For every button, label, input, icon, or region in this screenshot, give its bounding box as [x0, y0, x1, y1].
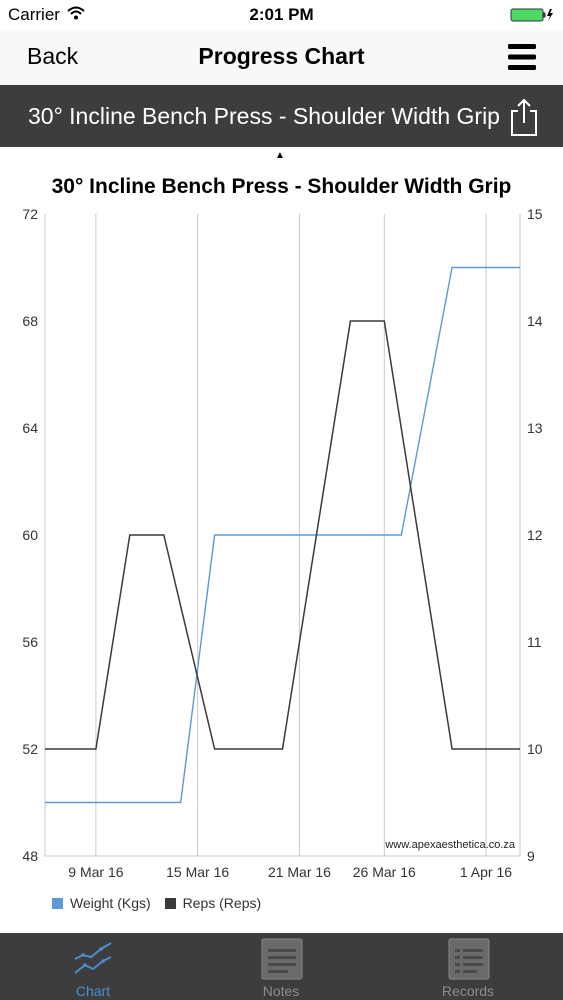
y-right-tick-label: 12: [527, 527, 543, 543]
legend-label-weight: Weight (Kgs): [70, 895, 151, 911]
chart-watermark: www.apexaesthetica.co.za: [384, 839, 516, 851]
collapse-caret-icon[interactable]: ▲: [275, 150, 285, 161]
tab-label-notes: Notes: [262, 983, 300, 999]
records-icon: [448, 938, 490, 980]
share-icon[interactable]: [509, 97, 539, 137]
tab-label-records: Records: [441, 983, 495, 999]
tab-notes[interactable]: Notes: [221, 933, 341, 1000]
y-right-tick-label: 13: [527, 420, 543, 436]
legend-swatch-reps: [164, 897, 176, 909]
y-left-tick-label: 52: [22, 741, 38, 757]
y-left-tick-label: 68: [22, 313, 38, 329]
x-tick-label: 15 Mar 16: [166, 864, 229, 880]
y-left-tick-label: 56: [22, 634, 38, 650]
legend-item-reps[interactable]: Reps (Reps): [164, 895, 262, 911]
chart-legend: Weight (Kgs) Reps (Reps): [52, 895, 271, 912]
legend-item-weight[interactable]: Weight (Kgs): [52, 895, 151, 911]
chart-title: 30° Incline Bench Press - Shoulder Width…: [51, 175, 512, 198]
y-left-tick-label: 64: [22, 420, 38, 436]
notes-icon: [261, 938, 303, 980]
x-tick-label: 26 Mar 16: [353, 864, 416, 880]
tab-bar: Chart Notes Records: [0, 933, 563, 1000]
hamburger-menu-icon[interactable]: [507, 42, 537, 72]
y-right-tick-label: 9: [527, 848, 535, 864]
y-left-tick-label: 72: [22, 206, 38, 222]
navigation-bar: Back Progress Chart: [0, 30, 563, 85]
chart-icon: [74, 942, 112, 974]
x-tick-label: 21 Mar 16: [268, 864, 331, 880]
progress-chart: 9 Mar 16 15 Mar 16 21 Mar 16 26 Mar 16 1 Apr…: [22, 206, 543, 880]
x-tick-label: 1 Apr 16: [460, 864, 512, 880]
legend-label-reps: Reps (Reps): [182, 895, 262, 911]
tab-records[interactable]: Records: [408, 933, 528, 1000]
y-right-tick-label: 15: [527, 206, 543, 222]
weight-series-line: [45, 266, 520, 804]
reps-series-line: [45, 320, 520, 750]
y-left-tick-label: 48: [22, 848, 38, 864]
y-right-tick-label: 11: [527, 634, 542, 650]
exercise-name: 30° Incline Bench Press - Shoulder Width…: [28, 103, 500, 129]
status-bar: Carrier 2:01 PM: [0, 0, 563, 30]
y-left-tick-label: 60: [22, 527, 38, 543]
battery-icon: [510, 8, 553, 22]
exercise-header: 30° Incline Bench Press - Shoulder Width…: [0, 85, 563, 147]
page-title: Progress Chart: [198, 43, 365, 69]
tab-label-chart: Chart: [75, 983, 111, 999]
back-button[interactable]: Back: [27, 43, 79, 69]
wifi-icon: [67, 6, 85, 20]
x-tick-label: 9 Mar 16: [68, 864, 123, 880]
y-right-tick-label: 10: [527, 741, 543, 757]
tab-chart[interactable]: Chart: [33, 933, 153, 1000]
carrier-label: Carrier: [8, 5, 60, 24]
legend-swatch-weight: [52, 897, 63, 909]
clock-time: 2:01 PM: [249, 5, 314, 24]
y-right-tick-label: 14: [527, 313, 543, 329]
